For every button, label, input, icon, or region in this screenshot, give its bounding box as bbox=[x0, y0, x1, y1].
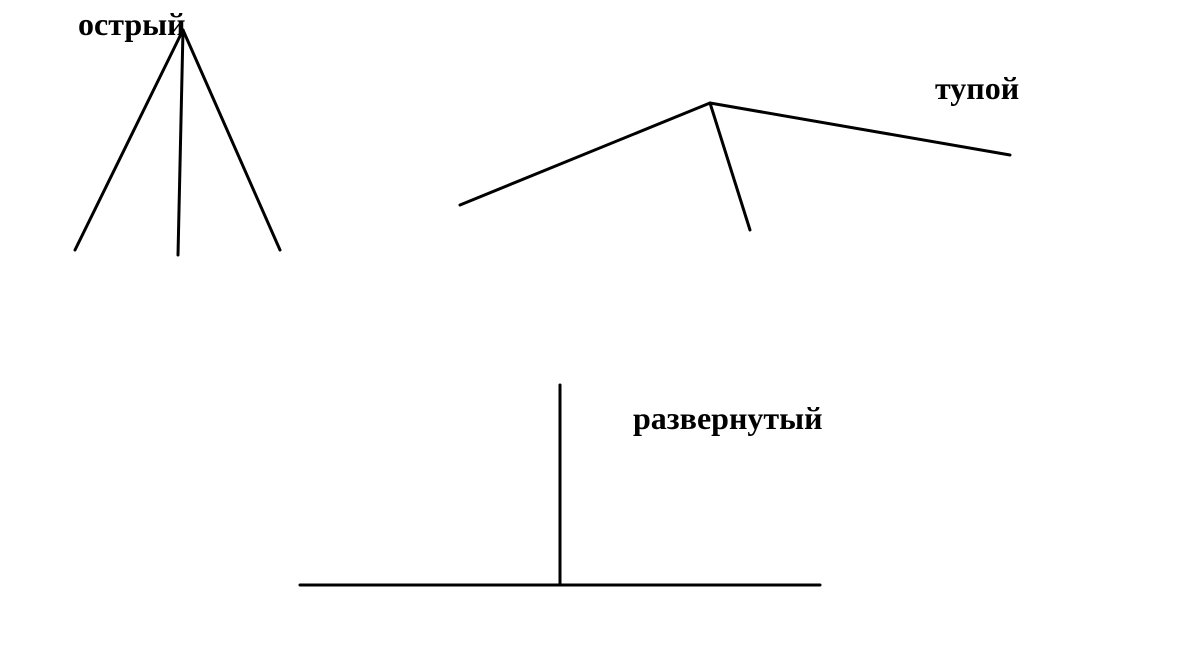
acute-bisector bbox=[178, 30, 183, 255]
acute-angle-figure bbox=[75, 30, 280, 255]
straight-label: развернутый bbox=[633, 400, 823, 437]
obtuse-angle-figure bbox=[460, 103, 1010, 230]
acute-ray-left bbox=[75, 30, 183, 250]
angles-svg bbox=[0, 0, 1200, 649]
obtuse-ray-right bbox=[710, 103, 1010, 155]
obtuse-bisector bbox=[710, 103, 750, 230]
diagram-stage: острый тупой развернутый bbox=[0, 0, 1200, 649]
obtuse-ray-left bbox=[460, 103, 710, 205]
acute-ray-right bbox=[183, 30, 280, 250]
obtuse-label: тупой bbox=[935, 70, 1019, 107]
acute-label: острый bbox=[78, 6, 186, 43]
